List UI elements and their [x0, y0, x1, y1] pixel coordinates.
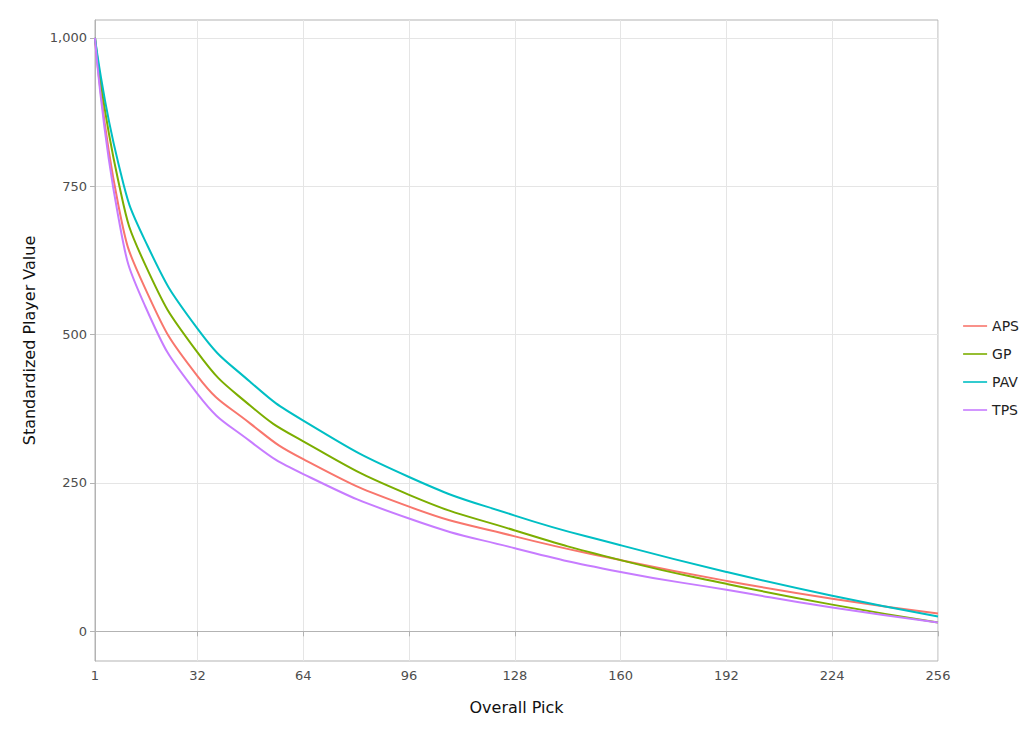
svg-text:160: 160 [608, 668, 633, 683]
svg-text:Standardized Player Value: Standardized Player Value [20, 236, 39, 446]
svg-text:224: 224 [820, 668, 845, 683]
svg-text:1,000: 1,000 [50, 30, 87, 45]
svg-text:PAV: PAV [992, 374, 1018, 390]
svg-text:0: 0 [79, 624, 87, 639]
svg-text:64: 64 [295, 668, 312, 683]
svg-text:1: 1 [91, 668, 99, 683]
svg-text:GP: GP [992, 346, 1011, 362]
svg-text:96: 96 [401, 668, 418, 683]
svg-text:128: 128 [502, 668, 527, 683]
svg-text:Overall Pick: Overall Pick [469, 698, 564, 717]
svg-text:32: 32 [189, 668, 206, 683]
svg-text:256: 256 [926, 668, 951, 683]
svg-text:192: 192 [714, 668, 739, 683]
svg-text:TPS: TPS [991, 402, 1018, 418]
svg-text:APS: APS [992, 318, 1019, 334]
svg-text:500: 500 [62, 327, 87, 342]
svg-text:250: 250 [62, 475, 87, 490]
svg-text:750: 750 [62, 179, 87, 194]
